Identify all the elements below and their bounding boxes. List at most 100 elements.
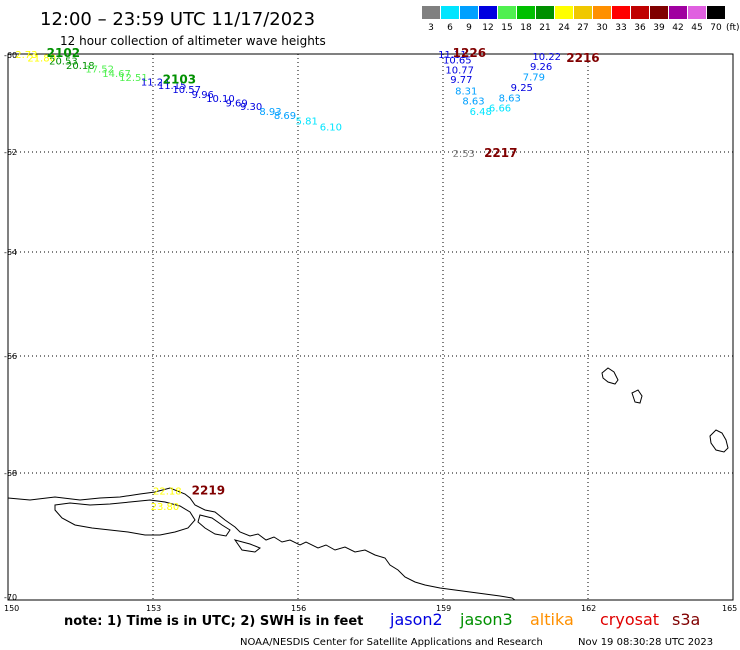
color-scale-label: 42: [672, 23, 683, 33]
color-scale-swatch: [650, 6, 668, 19]
map-title: 12:00 – 23:59 UTC 11/17/2023: [40, 9, 315, 30]
pass-time-label: 2217: [484, 146, 517, 160]
color-scale-label: 36: [634, 23, 646, 33]
color-scale-label: 45: [691, 23, 702, 33]
wave-height-value: 2.73: [15, 50, 37, 61]
wave-height-value: 5.81: [296, 116, 318, 127]
color-scale-swatch: [574, 6, 592, 19]
wave-height-value: 10.22: [532, 52, 561, 63]
wave-height-value: 12.51: [119, 73, 148, 84]
satellite-legend-s3a: s3a: [672, 610, 700, 629]
color-scale-label: 9: [466, 23, 472, 33]
color-scale-swatch: [707, 6, 725, 19]
pass-time-label: 2216: [566, 51, 599, 65]
color-scale-swatch: [688, 6, 706, 19]
wave-height-value: 9.77: [450, 75, 472, 86]
color-scale-label: 30: [596, 23, 608, 33]
pass-time-labels: 2102 2103 1226 2216 2217 2219: [47, 46, 600, 498]
color-scale-label: 3: [428, 23, 434, 33]
pass-time-label: 1226: [453, 46, 486, 60]
wave-height-value: 10.10: [206, 94, 235, 105]
wave-height-value: 9.30: [240, 102, 262, 113]
lon-tick-153: 153: [146, 604, 161, 613]
satellite-legend-jason2: jason2: [389, 610, 443, 629]
pass-time-label: 2219: [192, 484, 225, 498]
color-scale-swatch: [593, 6, 611, 19]
wave-height-value: 23.80: [151, 502, 180, 513]
color-scale-swatch: [422, 6, 440, 19]
wave-height-value: 11.24: [141, 78, 170, 89]
lon-tick-156: 156: [291, 604, 306, 613]
wave-height-value: 8.93: [259, 107, 281, 118]
wave-height-value: 9.26: [530, 62, 552, 73]
color-scale-swatch: [517, 6, 535, 19]
wave-height-value: 8.63: [499, 94, 521, 105]
color-scale-swatch: [498, 6, 516, 19]
lat-tick-60: -60: [4, 51, 17, 60]
satellite-legend-jason3: jason3: [459, 610, 513, 629]
wave-height-value: 11.15: [158, 81, 187, 92]
graticule: [8, 54, 733, 600]
wave-height-value: 10.65: [443, 56, 472, 67]
color-scale-swatch: [631, 6, 649, 19]
wave-height-value: 14.67: [102, 69, 131, 80]
map-subtitle: 12 hour collection of altimeter wave hei…: [60, 34, 326, 48]
wave-height-value: 2.53: [453, 149, 475, 160]
wave-height-value: 10.57: [172, 85, 201, 96]
wave-height-value: 6.10: [320, 123, 342, 134]
color-scale-swatch: [479, 6, 497, 19]
color-scale-label: 33: [615, 23, 626, 33]
wave-height-value: 22.18: [153, 487, 182, 498]
color-scale-label: 21: [539, 23, 550, 33]
lon-tick-165: 165: [722, 604, 737, 613]
footer-note: note: 1) Time is in UTC; 2) SWH is in fe…: [64, 614, 363, 629]
color-scale-swatch: [536, 6, 554, 19]
color-scale-swatch: [612, 6, 630, 19]
lon-tick-159: 159: [436, 604, 451, 613]
wave-height-value: 7.79: [523, 72, 545, 83]
color-scale-label: 24: [558, 23, 570, 33]
wave-height-value: 8.31: [455, 87, 477, 98]
satellite-legend: jason2 jason3 altika cryosat s3a: [389, 610, 700, 629]
color-scale-swatch: [669, 6, 687, 19]
lat-tick-68: -68: [4, 469, 17, 478]
wave-height-value: 8.69: [274, 111, 296, 122]
color-scale-label: 39: [653, 23, 665, 33]
color-scale-label: 15: [501, 23, 512, 33]
color-scale-label: 12: [482, 23, 493, 33]
wave-height-value: 9.96: [192, 90, 214, 101]
wave-height-value: 20.53: [49, 57, 78, 68]
wave-height-value: 11.11: [438, 50, 467, 61]
wave-height-value: 8.63: [462, 97, 484, 108]
lat-tick-64: -64: [4, 248, 17, 257]
color-scale-label: 70: [710, 23, 722, 33]
wave-height-value: 10.77: [445, 66, 474, 77]
satellite-legend-altika: altika: [530, 610, 574, 629]
color-scale-label: 6: [447, 23, 453, 33]
color-scale-swatch: [441, 6, 459, 19]
color-scale-legend: 3 6 9 12 15 18 21 24 27 30 33 36 39 42 45 70: [422, 6, 725, 33]
lat-tick-66: -66: [4, 352, 17, 361]
lon-tick-162: 162: [581, 604, 596, 613]
wave-height-value: 9.25: [511, 83, 533, 94]
wave-height-value: 6.48: [470, 107, 492, 118]
coastline: [7, 367, 729, 601]
wave-height-value: 20.18: [66, 61, 95, 72]
color-scale-swatch: [555, 6, 573, 19]
color-scale-unit: (ft): [726, 23, 740, 33]
wave-height-value: 9.69: [226, 98, 248, 109]
lat-tick-70: -70: [4, 593, 17, 602]
credit-line: NOAA/NESDIS Center for Satellite Applica…: [240, 637, 543, 648]
wave-height-value: 21.80: [27, 53, 56, 64]
wave-height-value: 6.66: [489, 104, 511, 115]
color-scale-label: 18: [520, 23, 532, 33]
wave-height-value: 17.52: [85, 65, 114, 76]
pass-time-label: 2103: [163, 73, 196, 87]
map-frame: [7, 53, 734, 601]
color-scale-swatch: [460, 6, 478, 19]
generated-timestamp: Nov 19 08:30:28 UTC 2023: [578, 637, 713, 648]
color-scale-label: 27: [577, 23, 588, 33]
satellite-legend-cryosat: cryosat: [600, 610, 659, 629]
pass-time-label: 2102: [47, 46, 80, 60]
